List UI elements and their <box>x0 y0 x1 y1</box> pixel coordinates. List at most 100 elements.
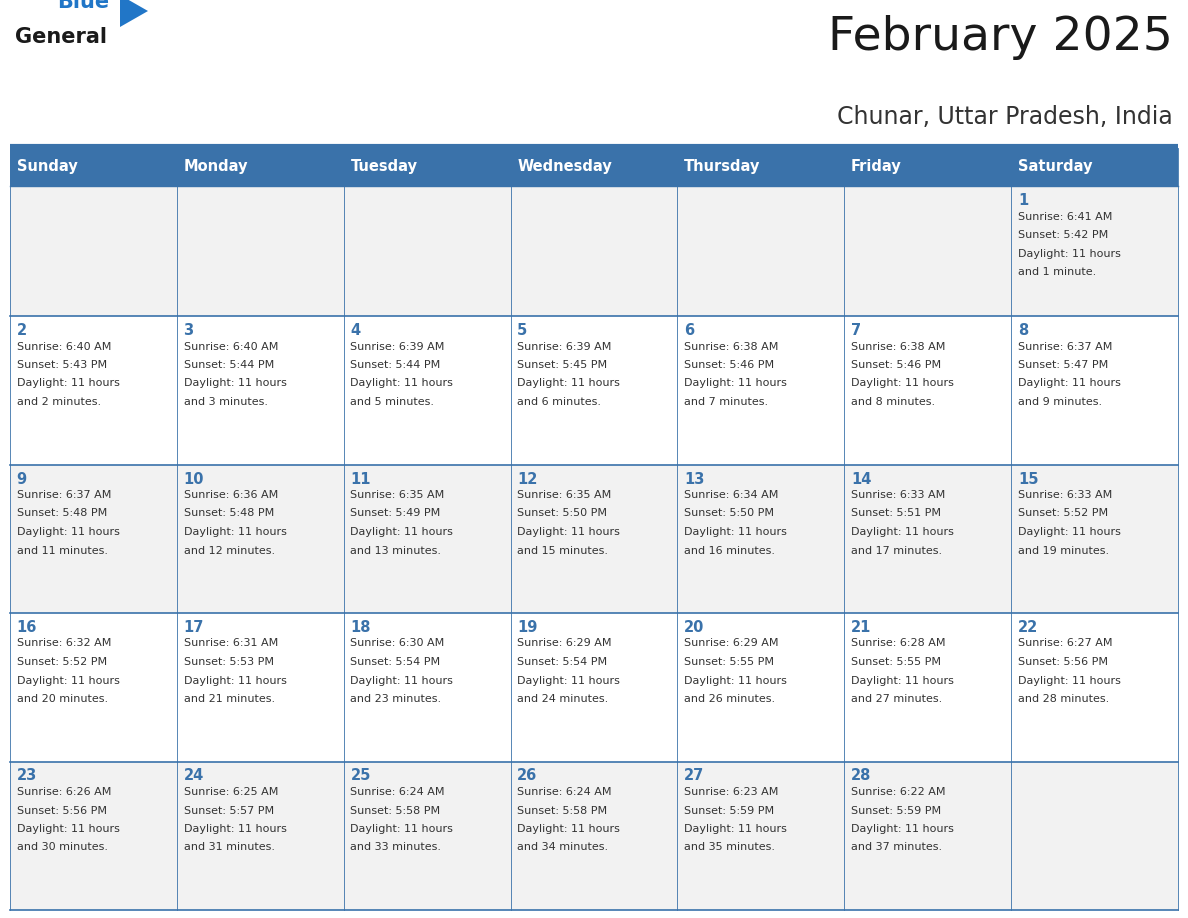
Text: Blue: Blue <box>57 0 109 12</box>
Text: 13: 13 <box>684 472 704 487</box>
Text: General: General <box>15 27 107 47</box>
Text: Sunrise: 6:36 AM: Sunrise: 6:36 AM <box>183 490 278 500</box>
Text: Sunset: 5:43 PM: Sunset: 5:43 PM <box>17 360 107 370</box>
Text: Sunrise: 6:24 AM: Sunrise: 6:24 AM <box>350 787 444 797</box>
Text: 6: 6 <box>684 323 694 338</box>
Text: Sunrise: 6:37 AM: Sunrise: 6:37 AM <box>17 490 110 500</box>
Bar <box>1011 613 1178 762</box>
Text: Sunrise: 6:41 AM: Sunrise: 6:41 AM <box>1018 211 1112 221</box>
Text: Daylight: 11 hours: Daylight: 11 hours <box>851 676 954 686</box>
Bar <box>845 465 1011 613</box>
Text: and 6 minutes.: and 6 minutes. <box>517 397 601 407</box>
Bar <box>177 186 343 316</box>
Text: and 28 minutes.: and 28 minutes. <box>1018 694 1110 704</box>
Bar <box>677 316 845 465</box>
Text: Sunset: 5:49 PM: Sunset: 5:49 PM <box>350 509 441 519</box>
Text: 27: 27 <box>684 768 704 783</box>
Text: Sunset: 5:44 PM: Sunset: 5:44 PM <box>183 360 273 370</box>
Bar <box>677 186 845 316</box>
Bar <box>10 762 177 910</box>
Text: Sunrise: 6:26 AM: Sunrise: 6:26 AM <box>17 787 110 797</box>
Text: and 23 minutes.: and 23 minutes. <box>350 694 442 704</box>
Text: Daylight: 11 hours: Daylight: 11 hours <box>851 527 954 537</box>
Bar <box>1011 148 1178 186</box>
Bar <box>845 762 1011 910</box>
Text: Daylight: 11 hours: Daylight: 11 hours <box>183 824 286 834</box>
Text: Sunset: 5:42 PM: Sunset: 5:42 PM <box>1018 230 1108 240</box>
Text: 16: 16 <box>17 620 37 635</box>
Bar <box>343 186 511 316</box>
Text: Sunrise: 6:39 AM: Sunrise: 6:39 AM <box>517 341 612 352</box>
Text: 25: 25 <box>350 768 371 783</box>
Text: Sunrise: 6:40 AM: Sunrise: 6:40 AM <box>17 341 110 352</box>
Bar <box>177 465 343 613</box>
Text: Sunset: 5:55 PM: Sunset: 5:55 PM <box>684 657 775 667</box>
Text: and 13 minutes.: and 13 minutes. <box>350 545 442 555</box>
Text: Sunset: 5:50 PM: Sunset: 5:50 PM <box>684 509 775 519</box>
Text: Sunrise: 6:40 AM: Sunrise: 6:40 AM <box>183 341 278 352</box>
Text: Sunset: 5:55 PM: Sunset: 5:55 PM <box>851 657 941 667</box>
Text: Sunset: 5:52 PM: Sunset: 5:52 PM <box>1018 509 1108 519</box>
Bar <box>677 465 845 613</box>
Text: 19: 19 <box>517 620 538 635</box>
Bar <box>177 316 343 465</box>
Bar <box>511 186 677 316</box>
Text: Sunset: 5:51 PM: Sunset: 5:51 PM <box>851 509 941 519</box>
Bar <box>511 148 677 186</box>
Text: and 30 minutes.: and 30 minutes. <box>17 843 108 853</box>
Text: Sunrise: 6:22 AM: Sunrise: 6:22 AM <box>851 787 946 797</box>
Bar <box>677 148 845 186</box>
Text: Sunset: 5:50 PM: Sunset: 5:50 PM <box>517 509 607 519</box>
Text: Daylight: 11 hours: Daylight: 11 hours <box>517 527 620 537</box>
Text: and 24 minutes.: and 24 minutes. <box>517 694 608 704</box>
Text: 14: 14 <box>851 472 871 487</box>
Text: February 2025: February 2025 <box>828 15 1173 60</box>
Text: and 5 minutes.: and 5 minutes. <box>350 397 435 407</box>
Text: Sunset: 5:59 PM: Sunset: 5:59 PM <box>851 805 941 815</box>
Text: Daylight: 11 hours: Daylight: 11 hours <box>1018 249 1120 259</box>
Bar <box>677 613 845 762</box>
Text: Sunrise: 6:32 AM: Sunrise: 6:32 AM <box>17 639 110 648</box>
Text: Sunrise: 6:28 AM: Sunrise: 6:28 AM <box>851 639 946 648</box>
Text: 17: 17 <box>183 620 204 635</box>
Bar <box>343 465 511 613</box>
Text: and 27 minutes.: and 27 minutes. <box>851 694 942 704</box>
Bar <box>343 613 511 762</box>
Bar <box>845 613 1011 762</box>
Text: Daylight: 11 hours: Daylight: 11 hours <box>684 676 786 686</box>
Text: Sunrise: 6:30 AM: Sunrise: 6:30 AM <box>350 639 444 648</box>
Text: Sunrise: 6:33 AM: Sunrise: 6:33 AM <box>851 490 946 500</box>
Text: Daylight: 11 hours: Daylight: 11 hours <box>183 378 286 388</box>
Polygon shape <box>120 0 148 27</box>
Text: Sunset: 5:48 PM: Sunset: 5:48 PM <box>183 509 273 519</box>
Bar <box>177 148 343 186</box>
Text: and 11 minutes.: and 11 minutes. <box>17 545 108 555</box>
Text: Daylight: 11 hours: Daylight: 11 hours <box>17 378 120 388</box>
Text: Daylight: 11 hours: Daylight: 11 hours <box>183 527 286 537</box>
Text: Sunrise: 6:34 AM: Sunrise: 6:34 AM <box>684 490 778 500</box>
Bar <box>343 148 511 186</box>
Text: 1: 1 <box>1018 193 1028 208</box>
Text: 21: 21 <box>851 620 871 635</box>
Text: Sunrise: 6:38 AM: Sunrise: 6:38 AM <box>851 341 946 352</box>
Text: 15: 15 <box>1018 472 1038 487</box>
Text: Daylight: 11 hours: Daylight: 11 hours <box>1018 378 1120 388</box>
Bar <box>10 316 177 465</box>
Text: and 15 minutes.: and 15 minutes. <box>517 545 608 555</box>
Text: 11: 11 <box>350 472 371 487</box>
Text: and 12 minutes.: and 12 minutes. <box>183 545 274 555</box>
Text: Sunday: Sunday <box>17 160 77 174</box>
Bar <box>1011 186 1178 316</box>
Text: Sunrise: 6:31 AM: Sunrise: 6:31 AM <box>183 639 278 648</box>
Text: Sunset: 5:56 PM: Sunset: 5:56 PM <box>17 805 107 815</box>
Text: Sunrise: 6:24 AM: Sunrise: 6:24 AM <box>517 787 612 797</box>
Text: Chunar, Uttar Pradesh, India: Chunar, Uttar Pradesh, India <box>838 105 1173 129</box>
Text: Sunset: 5:54 PM: Sunset: 5:54 PM <box>517 657 607 667</box>
Text: 5: 5 <box>517 323 527 338</box>
Text: Sunrise: 6:39 AM: Sunrise: 6:39 AM <box>350 341 444 352</box>
Bar <box>343 316 511 465</box>
Text: 26: 26 <box>517 768 537 783</box>
Text: 28: 28 <box>851 768 871 783</box>
Text: and 31 minutes.: and 31 minutes. <box>183 843 274 853</box>
Text: Sunset: 5:46 PM: Sunset: 5:46 PM <box>851 360 941 370</box>
